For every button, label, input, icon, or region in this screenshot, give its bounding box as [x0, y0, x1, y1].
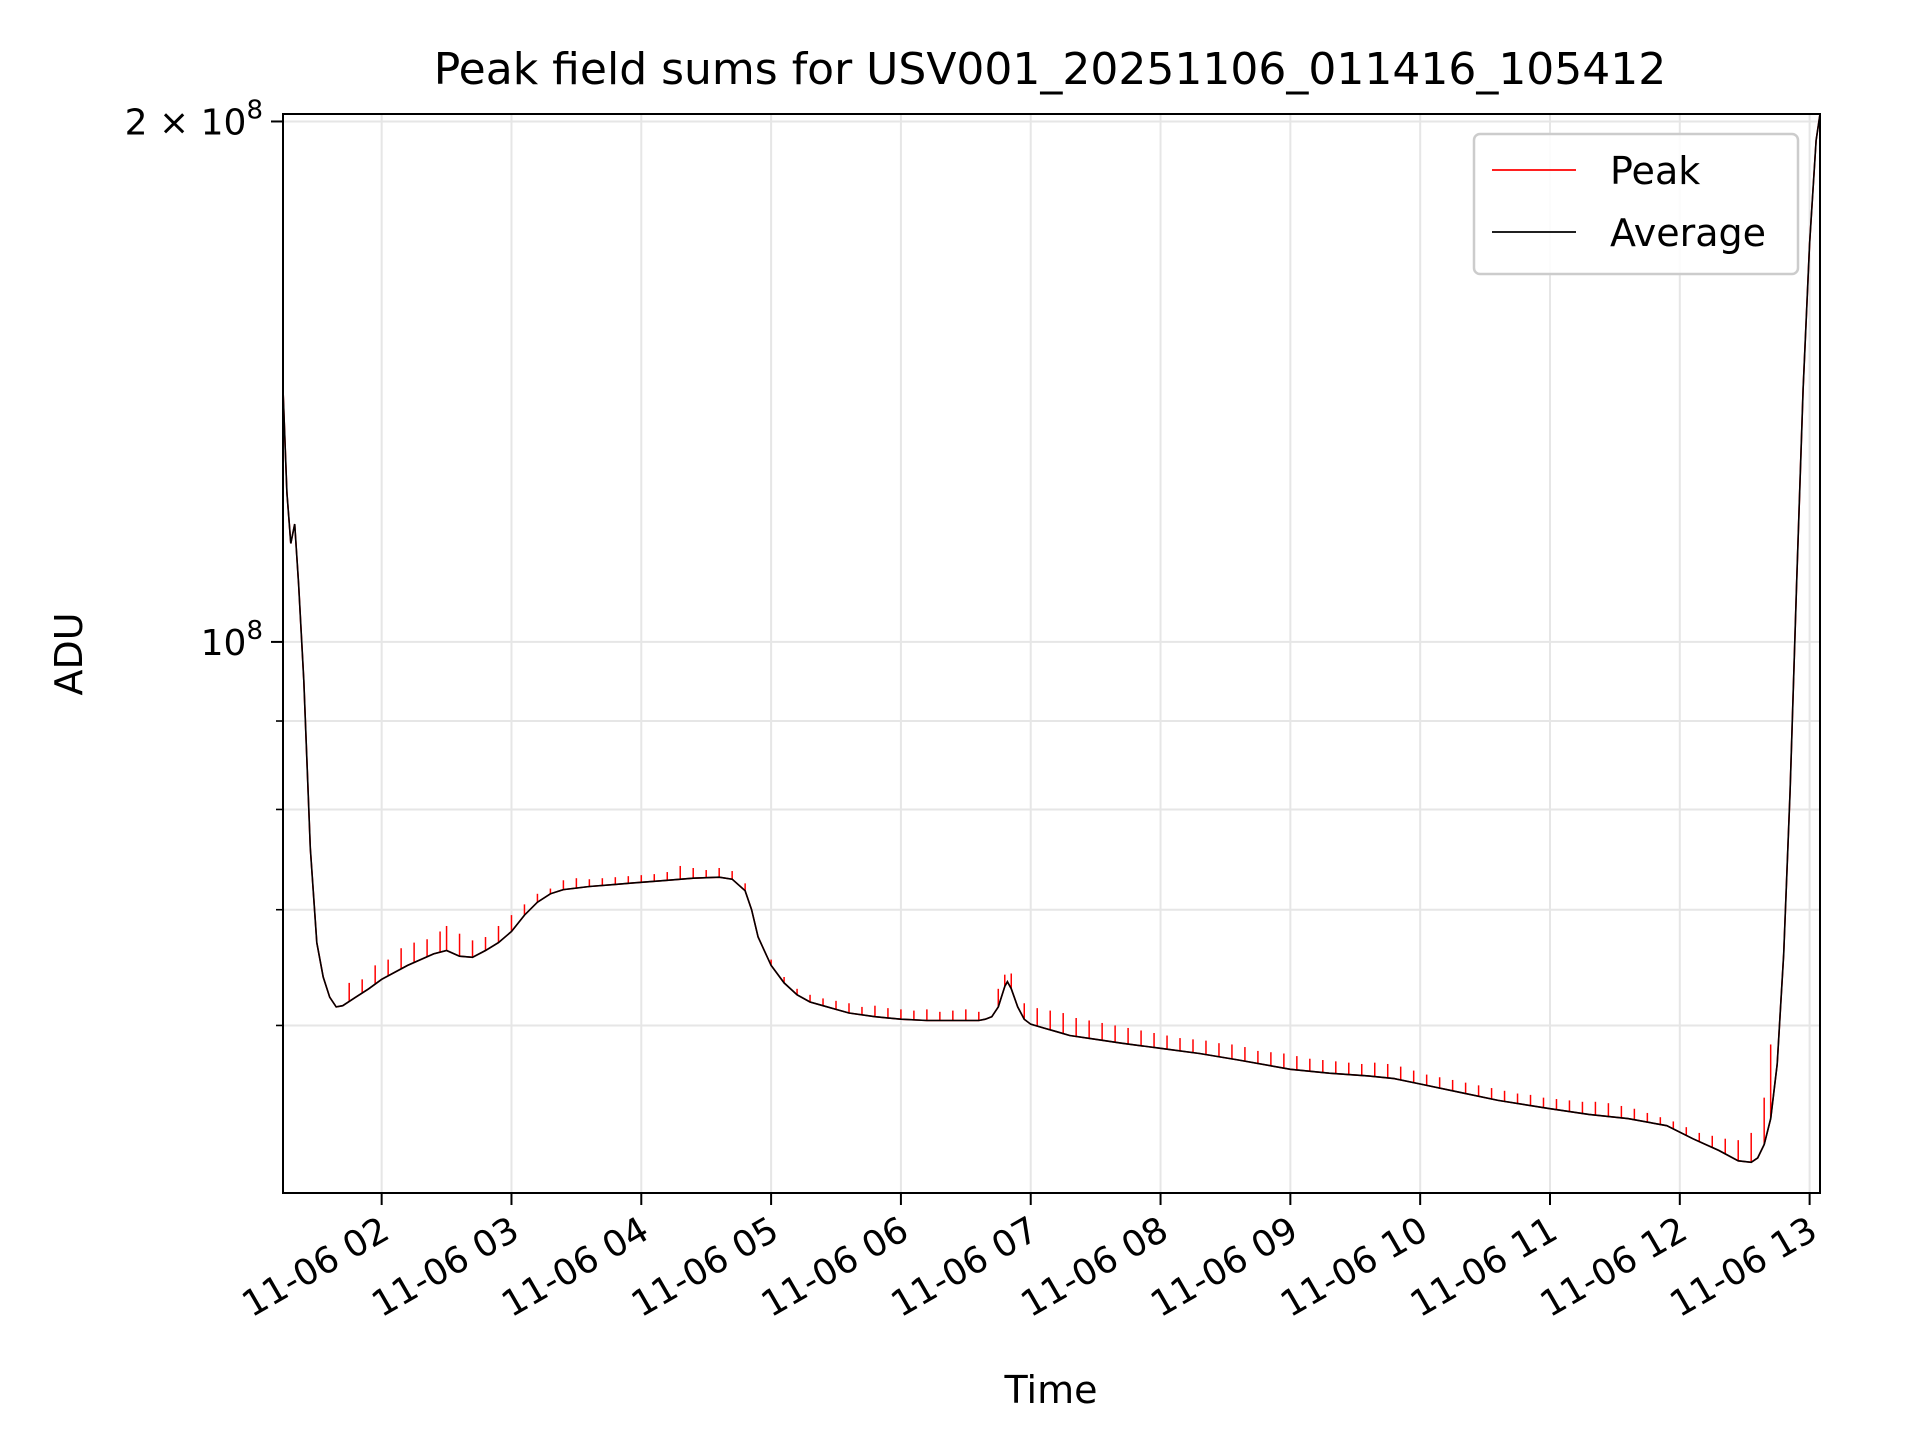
- y-tick-label-base: 10: [201, 623, 247, 664]
- y-axis-label: ADU: [47, 612, 91, 695]
- legend-box: [1472, 132, 1800, 276]
- grid: [283, 114, 1820, 1193]
- legend-peak-label: Peak: [1610, 149, 1700, 193]
- y-tick-label-exponent: 8: [246, 616, 263, 646]
- legend-average-label: Average: [1610, 211, 1766, 255]
- y-tick-label-exponent: 8: [246, 95, 263, 125]
- y-tick-label-prefix: 2 ×: [125, 102, 201, 143]
- average-series-line: [282, 113, 1821, 1164]
- y-tick-label-base: 10: [201, 102, 247, 143]
- plot-frame: [282, 113, 1821, 1194]
- plot-series: [282, 113, 1821, 1164]
- y-tick-label: 2 × 108: [125, 95, 263, 143]
- chart-title: Peak field sums for USV001_20251106_0114…: [434, 44, 1667, 95]
- y-tick-label: 108: [201, 616, 263, 664]
- legend: Peak Average: [1472, 132, 1800, 276]
- x-axis-label: Time: [1004, 1368, 1098, 1412]
